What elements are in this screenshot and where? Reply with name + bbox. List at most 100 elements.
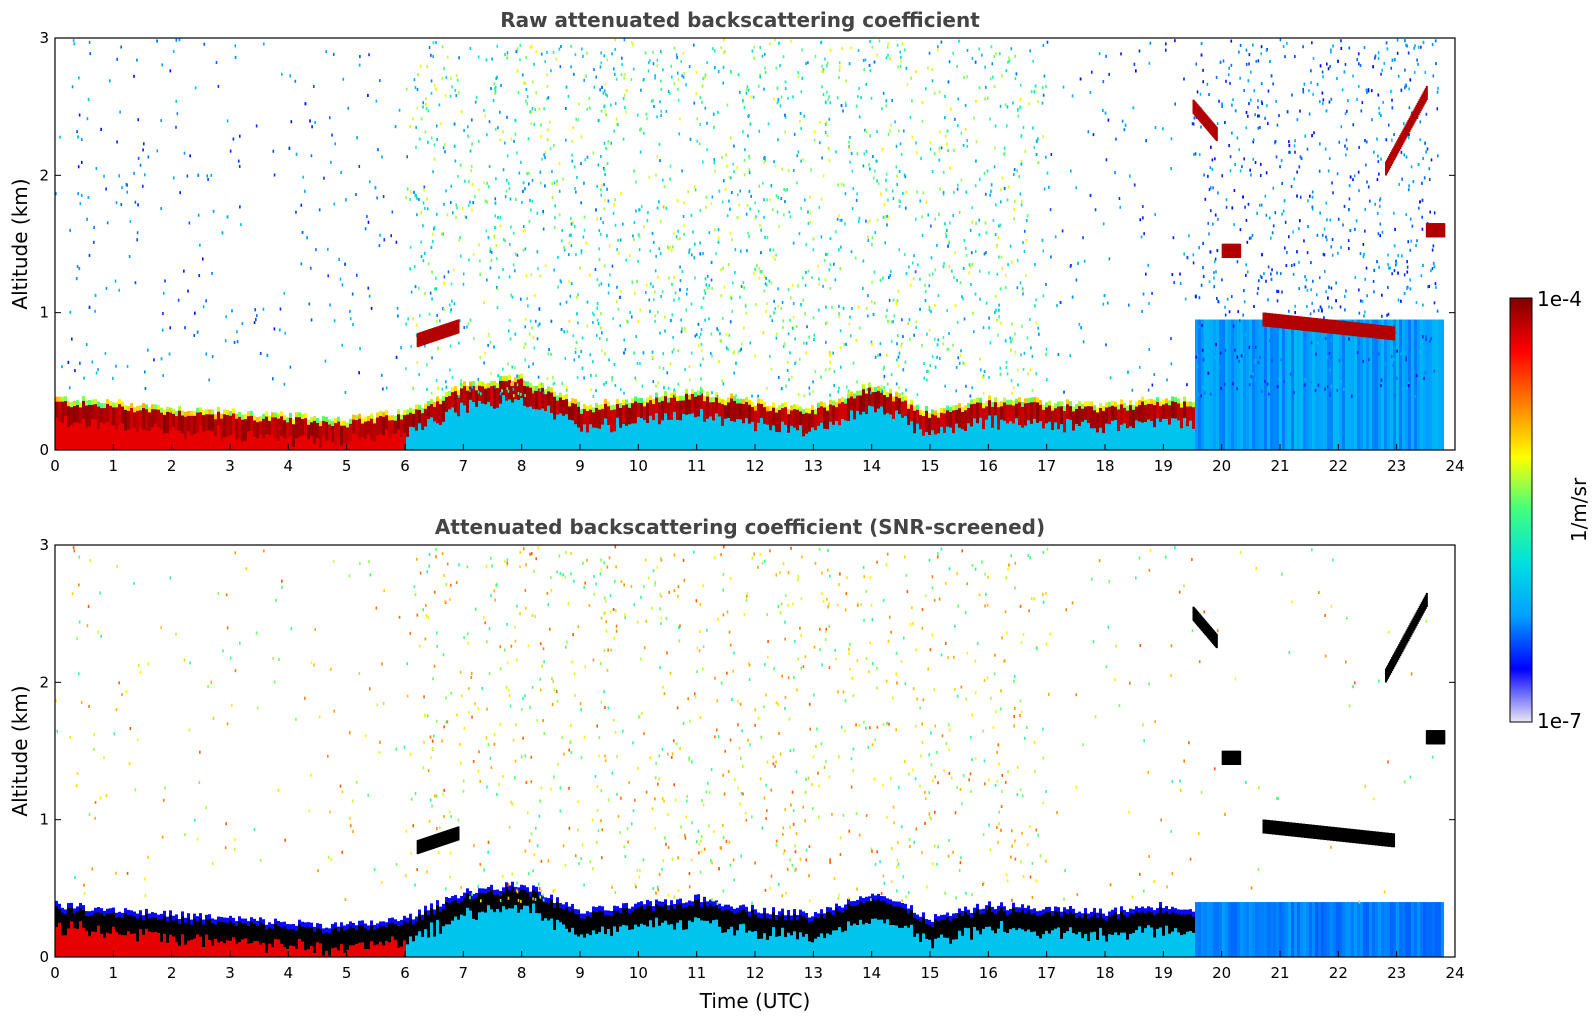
heatmap-column	[109, 404, 112, 450]
heatmap-column	[664, 395, 667, 450]
heatmap-speckle	[958, 39, 960, 43]
heatmap-speckle	[494, 385, 496, 389]
heatmap-column	[766, 410, 769, 450]
heatmap-speckle	[1397, 298, 1400, 302]
heatmap-speckle	[1270, 74, 1273, 78]
heatmap-speckle	[666, 371, 669, 375]
heatmap-column	[490, 385, 493, 450]
heatmap-edge	[1036, 397, 1039, 403]
heatmap-speckle	[1268, 392, 1270, 396]
heatmap-speckle	[733, 144, 735, 148]
heatmap-speckle	[1216, 122, 1219, 126]
heatmap-edge	[871, 387, 874, 393]
heatmap-column	[622, 404, 625, 450]
heatmap-speckle	[613, 362, 616, 366]
heatmap-edge	[148, 407, 151, 413]
heatmap-speckle	[1033, 90, 1036, 94]
heatmap-speckle	[415, 194, 418, 198]
heatmap-speckle	[890, 320, 893, 324]
heatmap-speckle	[427, 140, 429, 144]
heatmap-layer	[442, 399, 445, 422]
heatmap-column	[973, 402, 976, 450]
heatmap-speckle	[544, 60, 546, 64]
heatmap-speckle	[765, 283, 768, 287]
heatmap-speckle	[1225, 349, 1228, 353]
heatmap-speckle	[824, 100, 827, 104]
heatmap-speckle	[1054, 235, 1057, 239]
heatmap-speckle	[748, 114, 750, 118]
heatmap-column	[736, 402, 739, 450]
heatmap-speckle	[877, 182, 880, 186]
heatmap-speckle	[440, 122, 442, 126]
heatmap-speckle	[892, 196, 895, 200]
heatmap-speckle	[609, 273, 611, 277]
heatmap-speckle	[551, 195, 554, 199]
heatmap-speckle	[868, 63, 871, 67]
heatmap-edge	[643, 401, 646, 407]
heatmap-column	[841, 400, 844, 450]
heatmap-layer	[769, 409, 772, 431]
heatmap-speckle	[760, 228, 762, 232]
heatmap-layer	[1084, 405, 1087, 420]
heatmap-speckle	[652, 98, 654, 102]
heatmap-speckle	[637, 259, 639, 263]
heatmap-speckle	[1407, 384, 1410, 388]
heatmap-speckle	[1208, 188, 1211, 192]
heatmap-speckle	[855, 198, 858, 202]
heatmap-speckle	[1329, 393, 1331, 397]
heatmap-column	[961, 411, 964, 450]
heatmap-speckle	[1003, 186, 1006, 190]
heatmap-speckle	[812, 389, 814, 393]
heatmap-speckle	[631, 43, 634, 47]
heatmap-column	[955, 408, 958, 450]
heatmap-speckle	[1404, 68, 1406, 72]
heatmap-column	[1300, 319, 1303, 450]
heatmap-speckle	[432, 227, 435, 231]
heatmap-speckle	[1260, 276, 1263, 280]
heatmap-speckle	[680, 330, 683, 334]
heatmap-column	[1255, 319, 1258, 450]
heatmap-speckle	[647, 211, 649, 215]
heatmap-speckle	[850, 152, 853, 156]
heatmap-speckle	[717, 236, 720, 240]
heatmap-speckle	[865, 149, 868, 153]
heatmap-column	[1246, 319, 1249, 450]
heatmap-speckle	[572, 126, 574, 130]
heatmap-column	[67, 405, 70, 450]
heatmap-speckle	[156, 39, 158, 43]
heatmap-speckle	[614, 102, 617, 106]
heatmap-speckle	[1045, 352, 1047, 356]
heatmap-speckle	[197, 213, 200, 217]
heatmap-edge	[85, 400, 88, 406]
heatmap-speckle	[1366, 91, 1368, 95]
heatmap-speckle	[732, 162, 735, 166]
heatmap-column	[538, 387, 541, 450]
heatmap-speckle	[1013, 217, 1015, 221]
heatmap-layer	[592, 411, 595, 428]
heatmap-speckle	[1376, 260, 1378, 264]
heatmap-speckle	[898, 169, 901, 173]
heatmap-speckle	[743, 286, 746, 290]
heatmap-layer	[421, 412, 424, 430]
heatmap-speckle	[929, 147, 932, 151]
heatmap-speckle	[237, 159, 240, 163]
heatmap-speckle	[621, 63, 623, 67]
heatmap-column	[91, 403, 94, 450]
heatmap-speckle	[1422, 303, 1424, 307]
heatmap-column	[1282, 319, 1285, 450]
heatmap-speckle	[1016, 169, 1018, 173]
heatmap-edge	[574, 398, 577, 404]
heatmap-speckle	[786, 368, 789, 372]
heatmap-speckle	[842, 109, 844, 113]
heatmap-speckle	[928, 308, 931, 312]
heatmap-edge	[928, 412, 931, 418]
heatmap-speckle	[1170, 167, 1172, 171]
heatmap-speckle	[672, 348, 675, 352]
heatmap-edge	[811, 404, 814, 410]
heatmap-speckle	[838, 61, 841, 65]
heatmap-layer	[1183, 400, 1186, 418]
heatmap-speckle	[844, 192, 847, 196]
heatmap-speckle	[405, 87, 408, 91]
heatmap-edge	[1090, 401, 1093, 407]
heatmap-speckle	[672, 232, 675, 236]
